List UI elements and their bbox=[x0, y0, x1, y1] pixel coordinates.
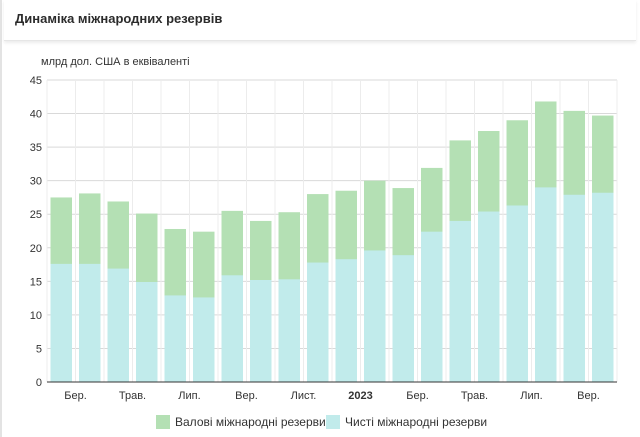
bar-net-reserves[interactable] bbox=[50, 263, 73, 382]
x-tick-label: Трав. bbox=[119, 390, 146, 402]
y-tick-label: 0 bbox=[36, 377, 42, 389]
bar-net-reserves[interactable] bbox=[221, 275, 244, 382]
bar-net-reserves[interactable] bbox=[250, 279, 272, 382]
chart-legend: Валові міжнародні резерви Чисті міжнарод… bbox=[0, 415, 640, 433]
y-tick-label: 45 bbox=[30, 75, 42, 87]
bar-net-reserves[interactable] bbox=[392, 255, 415, 382]
y-tick-label: 30 bbox=[30, 176, 42, 188]
legend-swatch-gross bbox=[156, 415, 170, 429]
x-tick-label: Лип. bbox=[520, 390, 542, 402]
x-tick-label: Вер. bbox=[577, 390, 600, 402]
y-tick-label: 15 bbox=[30, 276, 42, 288]
x-tick-label: Лип. bbox=[178, 390, 200, 402]
bar-net-reserves[interactable] bbox=[335, 259, 358, 382]
bar-net-reserves[interactable] bbox=[592, 192, 614, 382]
x-tick-label: Вер. bbox=[235, 390, 258, 402]
bar-net-reserves[interactable] bbox=[364, 250, 386, 382]
card-header: Динаміка міжнародних резервів bbox=[4, 0, 636, 41]
y-tick-label: 35 bbox=[30, 142, 42, 154]
bar-net-reserves[interactable] bbox=[449, 220, 472, 382]
bar-net-reserves[interactable] bbox=[193, 297, 215, 382]
bar-net-reserves[interactable] bbox=[506, 205, 529, 382]
y-tick-label: 5 bbox=[36, 343, 42, 355]
bar-net-reserves[interactable] bbox=[307, 262, 329, 382]
y-tick-label: 20 bbox=[30, 243, 42, 255]
x-tick-label: Бер. bbox=[64, 390, 87, 402]
bar-net-reserves[interactable] bbox=[535, 187, 557, 382]
bar-net-reserves[interactable] bbox=[107, 268, 130, 382]
chart-title: Динаміка міжнародних резервів bbox=[15, 11, 223, 26]
x-tick-label: Бер. bbox=[406, 390, 429, 402]
bar-net-reserves[interactable] bbox=[79, 263, 101, 382]
bar-net-reserves[interactable] bbox=[278, 279, 301, 382]
y-tick-label: 10 bbox=[30, 310, 42, 322]
x-tick-label: Трав. bbox=[461, 390, 488, 402]
legend-item-net[interactable]: Чисті міжнародні резерви bbox=[326, 415, 487, 429]
bar-net-reserves[interactable] bbox=[563, 194, 586, 382]
y-axis-unit-label: млрд дол. США в еквіваленті bbox=[41, 56, 190, 68]
legend-item-gross[interactable]: Валові міжнародні резерви bbox=[156, 415, 326, 429]
legend-label-net: Чисті міжнародні резерви bbox=[345, 415, 488, 429]
bar-net-reserves[interactable] bbox=[136, 282, 158, 382]
bar-net-reserves[interactable] bbox=[164, 295, 187, 382]
bar-net-reserves[interactable] bbox=[421, 231, 443, 382]
legend-swatch-net bbox=[326, 415, 340, 429]
y-tick-label: 40 bbox=[30, 109, 42, 121]
bar-net-reserves[interactable] bbox=[478, 211, 500, 382]
legend-label-gross: Валові міжнародні резерви bbox=[175, 415, 326, 429]
x-tick-label: Лист. bbox=[291, 390, 317, 402]
x-tick-label: 2023 bbox=[348, 390, 372, 402]
y-tick-label: 25 bbox=[30, 209, 42, 221]
